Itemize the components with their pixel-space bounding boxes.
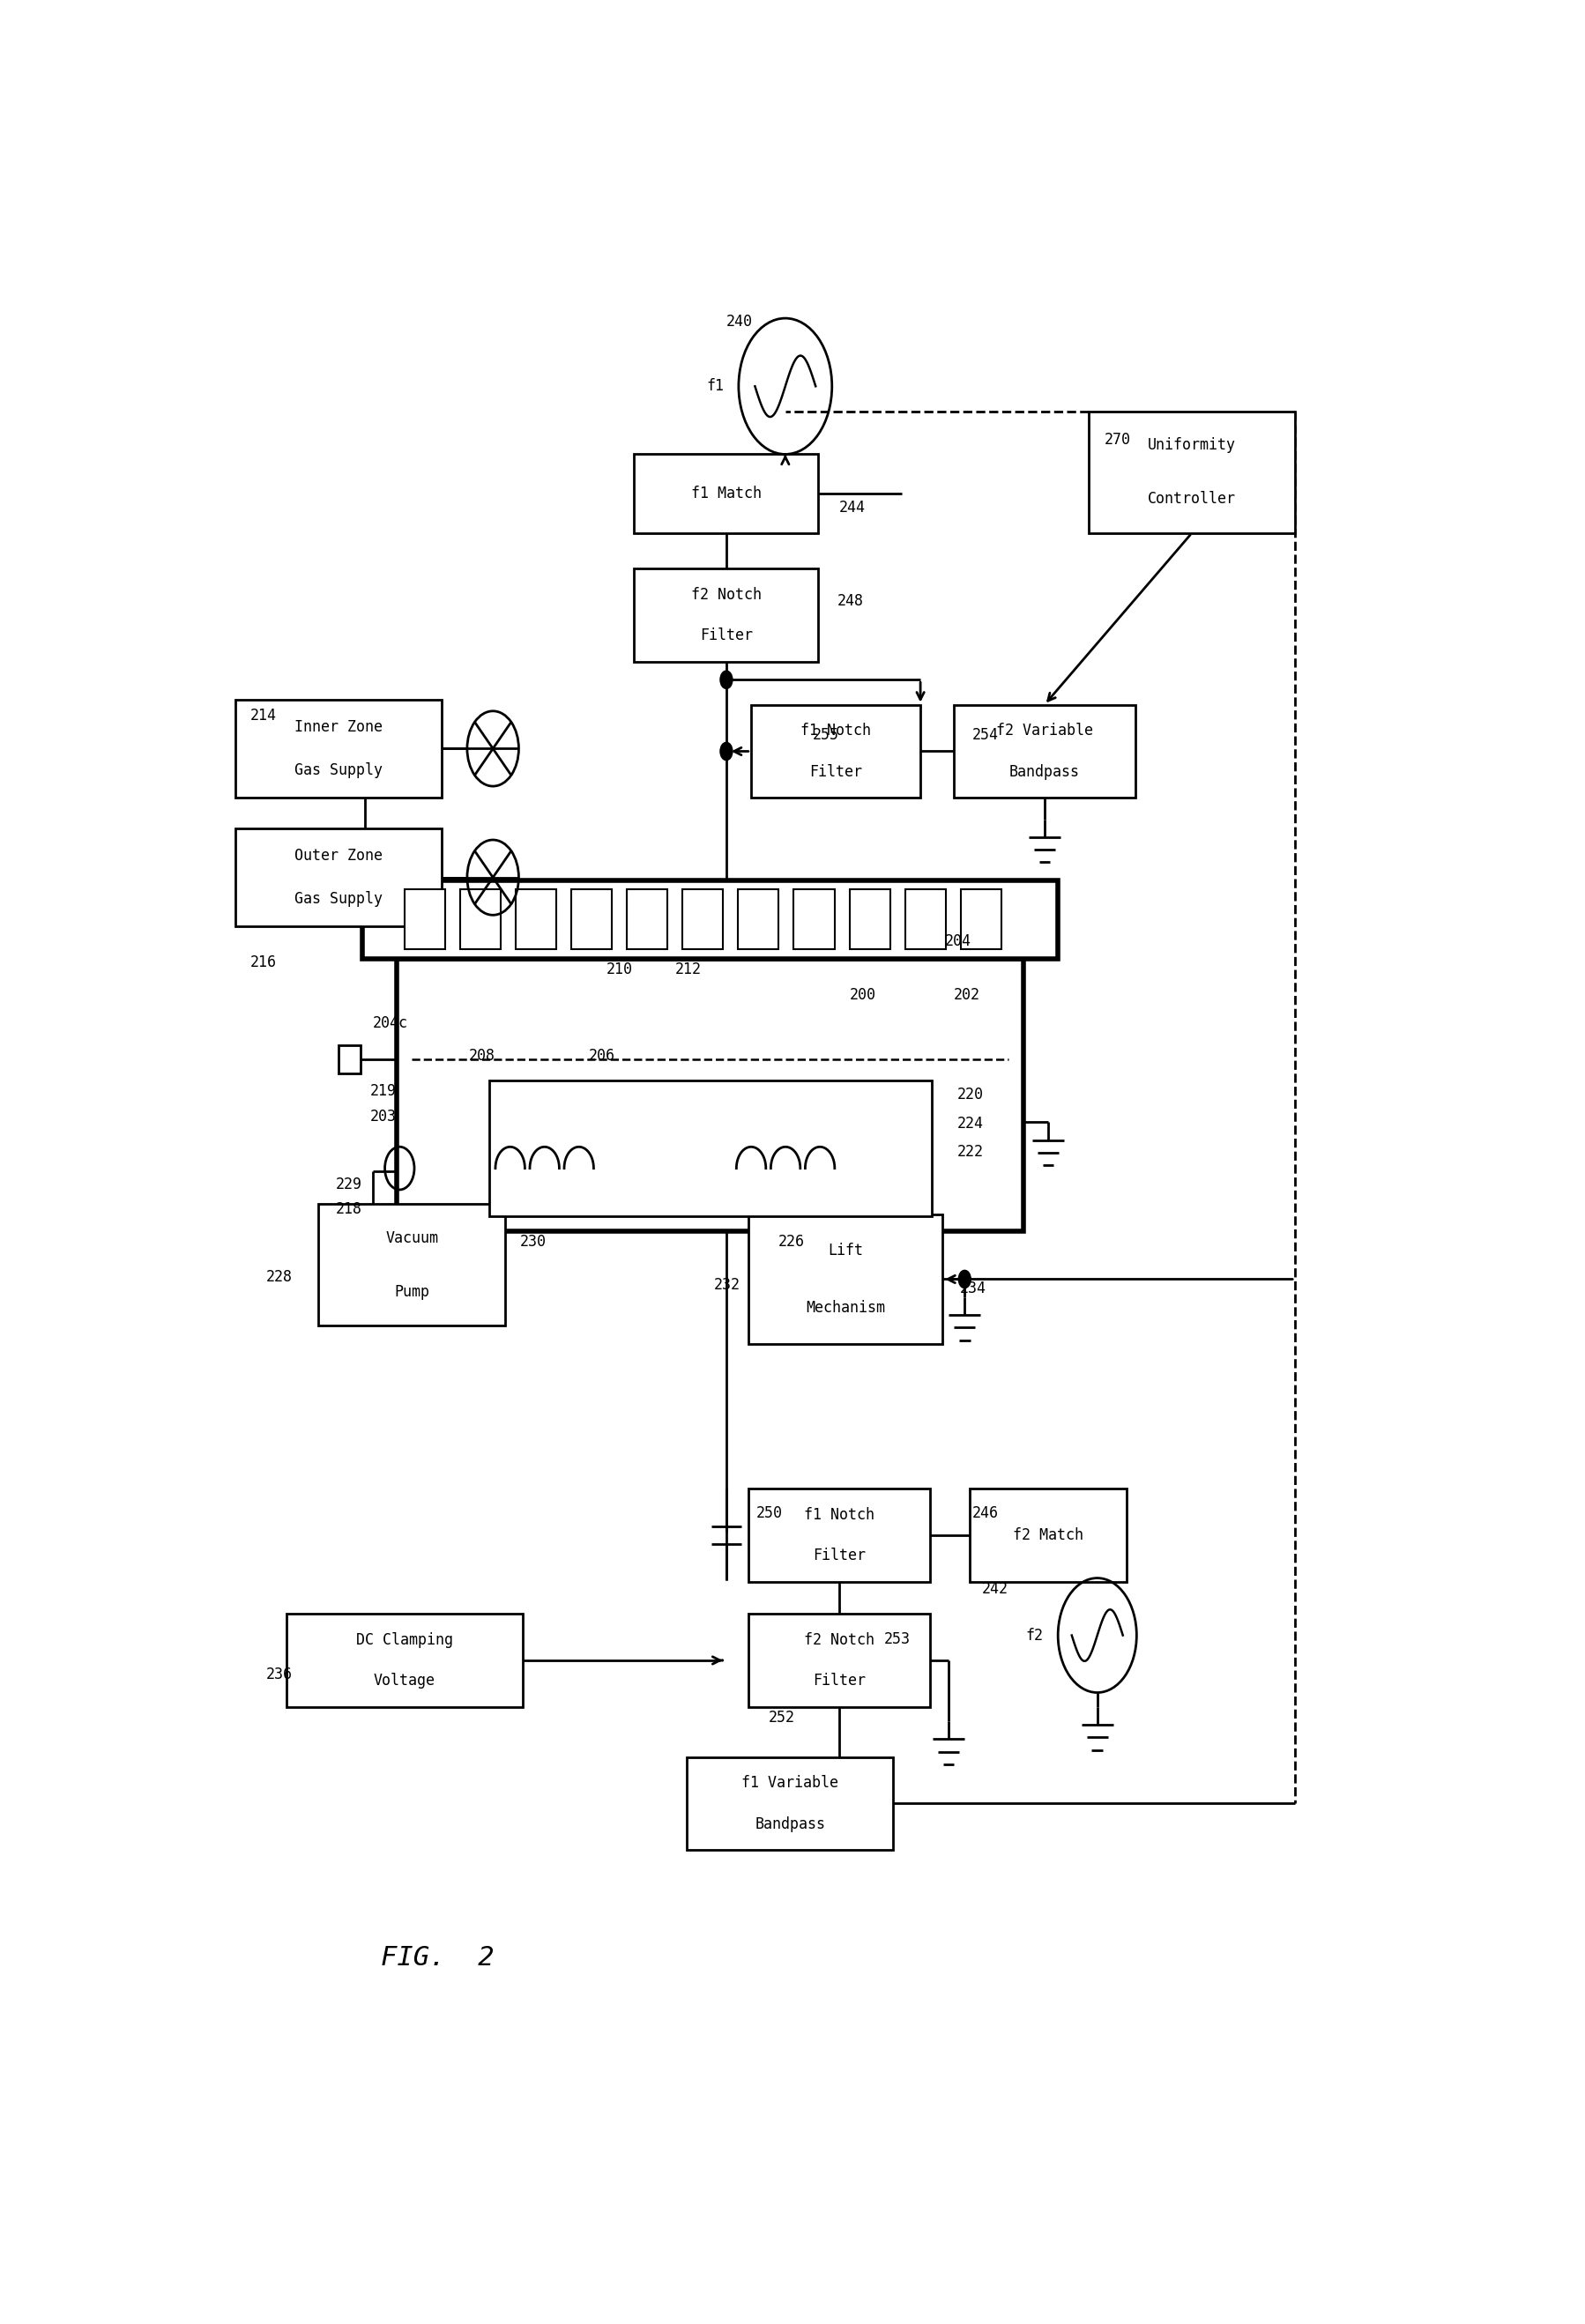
FancyBboxPatch shape (683, 890, 723, 951)
FancyBboxPatch shape (515, 890, 556, 951)
Text: 254: 254 (972, 727, 999, 744)
FancyBboxPatch shape (905, 890, 946, 951)
Text: 220: 220 (957, 1088, 984, 1104)
Text: 250: 250 (756, 1506, 783, 1522)
Text: Filter: Filter (813, 1548, 865, 1564)
FancyBboxPatch shape (1089, 411, 1295, 532)
Text: Lift: Lift (827, 1243, 864, 1260)
Text: Gas Supply: Gas Supply (295, 762, 382, 779)
FancyBboxPatch shape (363, 881, 1059, 960)
Text: 232: 232 (713, 1276, 740, 1292)
Text: f2 Variable: f2 Variable (995, 723, 1094, 739)
Text: 248: 248 (837, 593, 864, 609)
Text: 204c: 204c (372, 1016, 407, 1032)
Text: 253: 253 (883, 1631, 910, 1648)
Text: f2 Match: f2 Match (1013, 1527, 1084, 1543)
FancyBboxPatch shape (404, 890, 445, 951)
Text: Filter: Filter (813, 1673, 865, 1690)
Text: f1: f1 (707, 379, 724, 395)
Text: 222: 222 (957, 1143, 984, 1160)
Circle shape (720, 672, 732, 688)
Text: f1 Variable: f1 Variable (742, 1776, 838, 1792)
Text: Gas Supply: Gas Supply (295, 890, 382, 906)
FancyBboxPatch shape (634, 569, 818, 662)
Text: Filter: Filter (701, 627, 753, 644)
Text: 214: 214 (250, 706, 276, 723)
FancyBboxPatch shape (686, 1757, 894, 1850)
FancyBboxPatch shape (338, 1046, 360, 1074)
Text: 208: 208 (469, 1048, 495, 1064)
Text: 236: 236 (266, 1666, 292, 1683)
Text: Inner Zone: Inner Zone (295, 718, 382, 734)
FancyBboxPatch shape (748, 1215, 943, 1343)
Text: 244: 244 (840, 500, 865, 516)
Text: 270: 270 (1105, 432, 1132, 449)
FancyBboxPatch shape (748, 1490, 930, 1583)
Text: 255: 255 (812, 727, 838, 744)
Text: 246: 246 (972, 1506, 999, 1522)
FancyBboxPatch shape (319, 1204, 506, 1325)
Text: 240: 240 (726, 314, 753, 330)
Text: Pump: Pump (395, 1283, 430, 1299)
Text: Bandpass: Bandpass (1010, 765, 1079, 781)
Circle shape (959, 1271, 970, 1287)
FancyBboxPatch shape (739, 890, 778, 951)
Text: 224: 224 (957, 1116, 984, 1132)
Text: f2 Notch: f2 Notch (691, 588, 761, 602)
FancyBboxPatch shape (634, 453, 818, 532)
Text: Controller: Controller (1148, 490, 1236, 507)
Text: 200: 200 (850, 988, 875, 1002)
FancyBboxPatch shape (970, 1490, 1127, 1583)
Text: f1 Notch: f1 Notch (800, 723, 870, 739)
Text: f2: f2 (1025, 1627, 1043, 1643)
Text: DC Clamping: DC Clamping (357, 1631, 453, 1648)
FancyBboxPatch shape (628, 890, 667, 951)
Text: 210: 210 (605, 962, 632, 978)
FancyBboxPatch shape (961, 890, 1002, 951)
Text: 230: 230 (520, 1234, 547, 1250)
FancyBboxPatch shape (398, 960, 1024, 1232)
FancyBboxPatch shape (751, 704, 921, 797)
FancyBboxPatch shape (794, 890, 834, 951)
FancyBboxPatch shape (954, 704, 1135, 797)
Text: 226: 226 (778, 1234, 804, 1250)
Text: 218: 218 (336, 1202, 361, 1218)
FancyBboxPatch shape (490, 1081, 932, 1215)
Text: 206: 206 (588, 1048, 615, 1064)
Text: Uniformity: Uniformity (1148, 437, 1236, 453)
Text: 202: 202 (954, 988, 980, 1002)
FancyBboxPatch shape (571, 890, 612, 951)
Text: f1 Notch: f1 Notch (804, 1506, 875, 1522)
Text: 212: 212 (675, 962, 701, 978)
Text: 204: 204 (945, 932, 972, 948)
Text: 216: 216 (250, 955, 276, 971)
Text: Outer Zone: Outer Zone (295, 848, 382, 865)
Text: 234: 234 (961, 1281, 986, 1297)
Text: 228: 228 (266, 1269, 292, 1285)
Text: 242: 242 (981, 1580, 1008, 1597)
Text: 252: 252 (769, 1710, 794, 1724)
Text: f2 Notch: f2 Notch (804, 1631, 875, 1648)
FancyBboxPatch shape (235, 827, 441, 927)
Text: f1 Match: f1 Match (691, 486, 761, 502)
Text: Voltage: Voltage (374, 1673, 436, 1690)
FancyBboxPatch shape (460, 890, 501, 951)
Circle shape (720, 741, 732, 760)
FancyBboxPatch shape (748, 1613, 930, 1706)
Text: Bandpass: Bandpass (754, 1815, 826, 1831)
FancyBboxPatch shape (287, 1613, 523, 1706)
FancyBboxPatch shape (235, 700, 441, 797)
Text: Mechanism: Mechanism (805, 1299, 884, 1315)
Text: 219: 219 (371, 1083, 396, 1099)
Text: 229: 229 (336, 1176, 361, 1192)
Text: 203: 203 (371, 1109, 396, 1125)
Text: FIG.  2: FIG. 2 (380, 1945, 495, 1971)
Text: Filter: Filter (810, 765, 862, 781)
Text: Vacuum: Vacuum (385, 1229, 439, 1246)
FancyBboxPatch shape (850, 890, 891, 951)
